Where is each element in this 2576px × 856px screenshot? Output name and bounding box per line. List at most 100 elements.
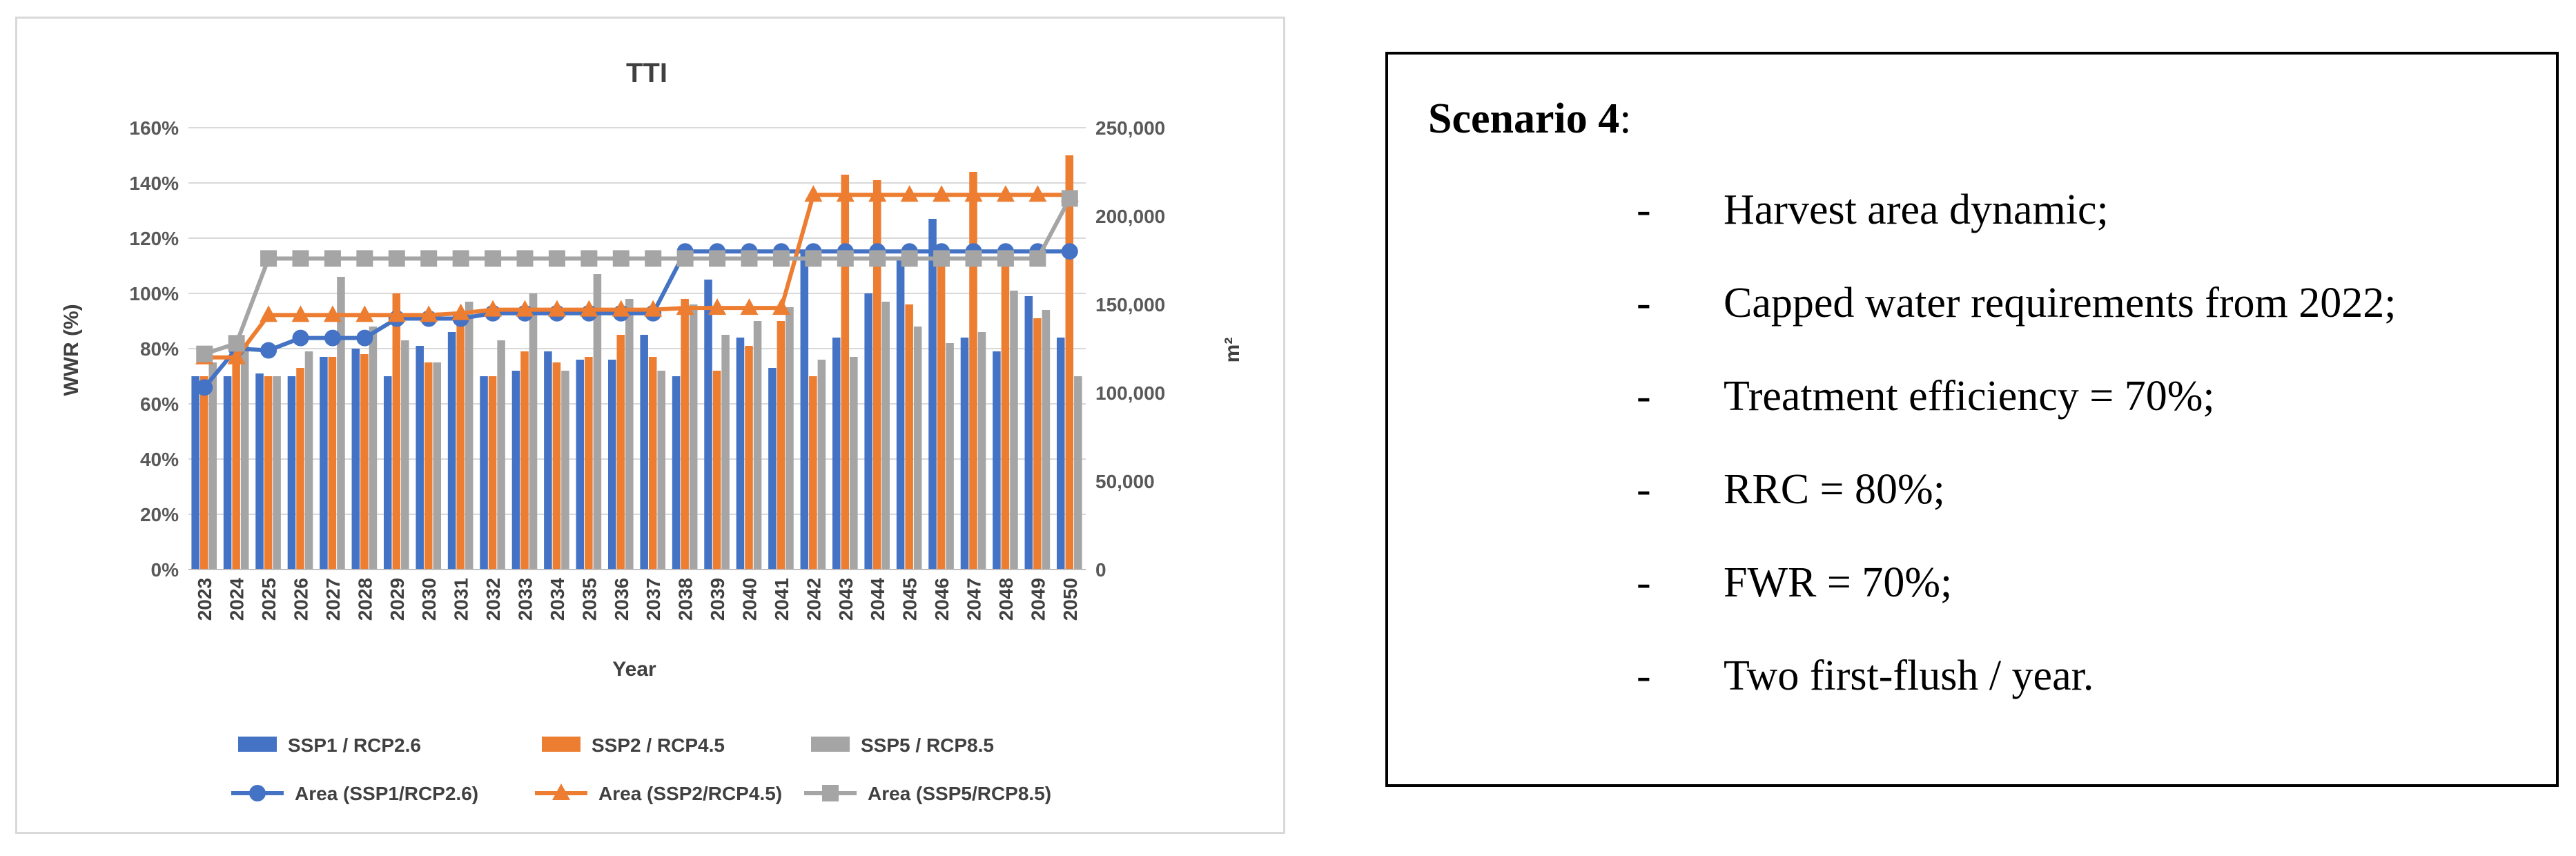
bar — [850, 357, 858, 570]
line-marker — [324, 250, 341, 267]
bar — [648, 357, 657, 570]
bar — [401, 340, 409, 570]
chart-title: TTI — [626, 58, 667, 88]
bar — [552, 362, 561, 570]
x-tick-label: 2026 — [291, 578, 312, 621]
line-marker — [965, 250, 982, 267]
line-marker — [1061, 243, 1078, 260]
bar — [809, 376, 817, 570]
bar — [369, 327, 378, 570]
line-marker — [387, 305, 406, 322]
bar — [832, 338, 841, 570]
scenario-heading: Scenario 4: — [1428, 95, 1631, 144]
x-tick-label: 2046 — [931, 578, 953, 621]
bar — [736, 338, 745, 570]
line-marker — [933, 185, 951, 202]
bar — [937, 263, 946, 570]
line-marker — [580, 250, 598, 267]
bar — [520, 351, 529, 570]
x-tick-label: 2025 — [258, 578, 280, 621]
line-marker — [516, 250, 534, 267]
bar — [1056, 338, 1065, 570]
bar — [320, 357, 328, 570]
x-tick-label: 2048 — [995, 578, 1017, 621]
y-tick-left: 120% — [129, 228, 179, 249]
x-tick-label: 2035 — [578, 578, 600, 621]
line-marker — [388, 250, 405, 267]
legend: SSP1 / RCP2.6 SSP2 / RCP4.5 SSP5 / RCP8.5 A… — [231, 735, 1051, 804]
bar — [1074, 376, 1082, 570]
bar — [255, 373, 264, 570]
line-marker — [291, 305, 310, 322]
bar — [511, 371, 520, 570]
list-dash: - — [1637, 373, 1651, 420]
line-marker — [292, 250, 309, 267]
line-marker — [356, 329, 373, 347]
bar — [928, 219, 937, 570]
x-tick-label: 2041 — [771, 578, 792, 621]
bar — [960, 338, 969, 570]
bars — [191, 155, 1082, 570]
bar — [585, 357, 593, 570]
line-marker — [552, 784, 570, 800]
scenario-item-text: Treatment efficiency = 70%; — [1724, 373, 2215, 420]
bar — [465, 302, 474, 570]
line-marker — [644, 300, 663, 317]
x-tick-label: 2038 — [675, 578, 696, 621]
bar — [273, 376, 281, 570]
list-dash: - — [1637, 186, 1651, 233]
bar — [640, 335, 648, 570]
x-tick-label: 2043 — [835, 578, 857, 621]
line-marker — [822, 785, 839, 801]
bar — [817, 360, 826, 570]
bar — [447, 332, 456, 570]
line-marker — [708, 298, 727, 315]
line-marker — [1029, 250, 1046, 267]
y-tick-right: 200,000 — [1095, 206, 1165, 227]
x-tick-label: 2031 — [451, 578, 472, 621]
legend-swatch — [238, 737, 277, 752]
bar — [753, 321, 762, 570]
line-marker — [900, 185, 919, 202]
line-marker — [740, 298, 759, 315]
y-tick-left: 20% — [140, 504, 179, 525]
bar — [497, 340, 505, 570]
line-marker — [356, 250, 373, 267]
bar — [416, 346, 424, 570]
line-marker — [837, 250, 854, 267]
bar — [351, 349, 360, 570]
bar — [1033, 318, 1042, 570]
area-line — [202, 249, 1070, 389]
bar — [841, 175, 850, 570]
bar — [529, 293, 538, 570]
line-marker — [612, 300, 630, 317]
legend-label: SSP1 / RCP2.6 — [288, 735, 421, 756]
bar — [1024, 296, 1033, 570]
line-marker — [868, 185, 887, 202]
chart-svg: TTI WWR (%) m² Year 0% 20% 40% 60% 80% 100% 12… — [60, 58, 1244, 804]
line-marker — [228, 335, 245, 352]
line-marker — [676, 250, 694, 267]
bar — [777, 321, 786, 570]
line-marker — [249, 785, 266, 801]
bar — [296, 368, 304, 570]
scenario-box: Scenario 4: - Harvest area dynamic; - Capp… — [1385, 52, 2559, 787]
line-marker — [260, 250, 277, 267]
line-marker — [933, 250, 950, 267]
bar — [191, 376, 199, 570]
y-tick-left: 80% — [140, 338, 179, 360]
x-tick-label: 2042 — [803, 578, 824, 621]
scenario-item-text: RRC = 80%; — [1724, 466, 1945, 513]
legend-label: Area (SSP2/RCP4.5) — [598, 783, 782, 804]
legend-label: Area (SSP5/RCP8.5) — [868, 783, 1051, 804]
line-marker — [964, 185, 983, 202]
x-tick-label: 2028 — [354, 578, 375, 621]
bar — [480, 376, 488, 570]
bar — [232, 360, 240, 570]
x-tick-label: 2036 — [611, 578, 632, 621]
x-tick-label: 2045 — [899, 578, 921, 621]
x-axis-label: Year — [612, 658, 656, 681]
line-marker — [451, 303, 470, 320]
bar — [977, 332, 986, 570]
line-marker — [612, 250, 630, 267]
